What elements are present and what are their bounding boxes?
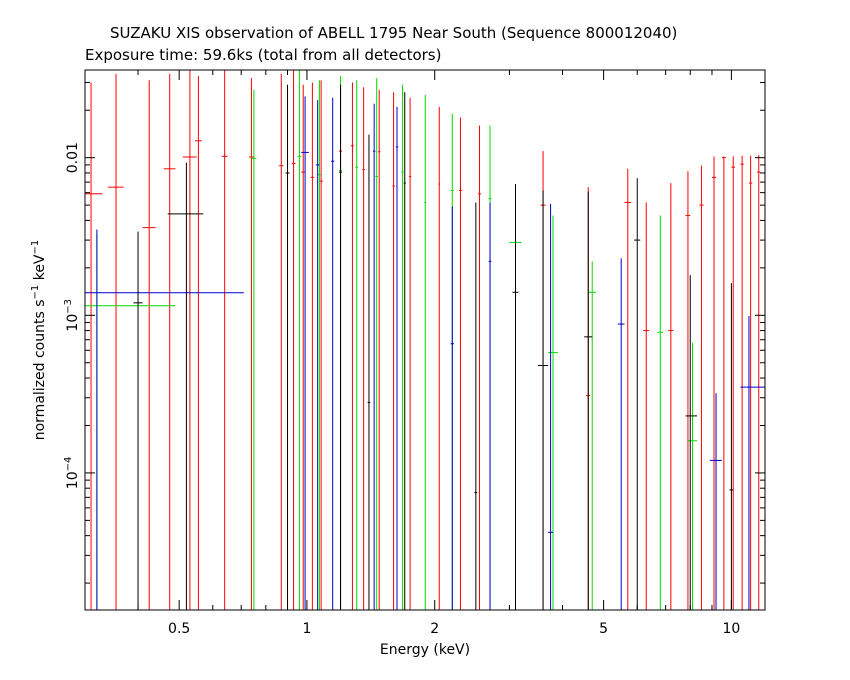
data-point xyxy=(317,80,322,610)
y-tick-label: 0.01 xyxy=(65,142,81,173)
data-point xyxy=(133,231,143,610)
data-point xyxy=(643,202,650,610)
data-point xyxy=(375,78,378,610)
y-axis-label-sup1: −1 xyxy=(30,285,41,300)
chart-title: SUZAKU XIS observation of ABELL 1795 Nea… xyxy=(110,24,677,42)
data-point xyxy=(721,156,726,610)
data-point xyxy=(438,106,441,610)
data-point xyxy=(339,84,343,610)
data-point xyxy=(310,82,315,610)
data-point xyxy=(163,73,176,610)
data-point xyxy=(195,75,202,610)
data-point xyxy=(668,183,674,610)
data-point xyxy=(85,229,244,610)
data-point xyxy=(687,342,698,610)
y-axis-label-sup2: −1 xyxy=(30,240,41,255)
data-point xyxy=(315,100,320,610)
data-point xyxy=(85,233,176,610)
data-point xyxy=(409,97,412,610)
data-layer xyxy=(85,70,765,610)
data-point xyxy=(248,78,254,610)
data-point xyxy=(85,82,103,610)
data-point xyxy=(634,178,641,610)
data-point xyxy=(372,103,376,610)
data-point xyxy=(301,96,309,610)
y-tick-label: 10−3 xyxy=(63,299,81,332)
y-axis-label: normalized counts s−1 keV−1 xyxy=(30,240,48,441)
chart-subtitle: Exposure time: 59.6ks (total from all de… xyxy=(85,46,441,64)
data-point xyxy=(458,117,463,610)
data-point xyxy=(537,190,549,610)
series-0 xyxy=(85,70,761,610)
x-tick-label: 1 xyxy=(302,621,311,637)
data-point xyxy=(401,84,404,610)
data-point xyxy=(355,80,359,610)
data-point xyxy=(478,125,481,610)
x-tick-label: 2 xyxy=(430,621,439,637)
data-point xyxy=(731,156,736,610)
data-point xyxy=(740,155,744,610)
data-point xyxy=(297,70,302,610)
data-point xyxy=(624,168,631,610)
data-point xyxy=(699,165,704,610)
data-point xyxy=(488,202,492,610)
data-point xyxy=(362,87,365,610)
data-point xyxy=(584,191,593,610)
data-point xyxy=(709,393,722,610)
data-point xyxy=(617,258,625,610)
data-point xyxy=(392,92,395,610)
data-point xyxy=(748,155,753,610)
data-point xyxy=(319,80,323,610)
data-point xyxy=(331,97,335,610)
data-point xyxy=(685,171,691,610)
y-axis-label-prefix: normalized counts s xyxy=(32,299,48,440)
data-point xyxy=(424,94,427,610)
data-point xyxy=(350,82,354,610)
data-point xyxy=(285,84,290,610)
x-axis-label: Energy (keV) xyxy=(380,642,470,658)
x-tick-label: 0.5 xyxy=(168,621,190,637)
data-point xyxy=(740,315,765,610)
y-axis-label-mid: keV xyxy=(32,254,48,285)
data-point xyxy=(142,80,156,610)
series-2 xyxy=(85,96,765,610)
data-point xyxy=(729,283,734,610)
data-point xyxy=(685,275,698,610)
y-tick-label-exponent: −3 xyxy=(63,299,74,314)
series-3 xyxy=(133,84,734,610)
data-point xyxy=(711,156,717,610)
data-point xyxy=(367,134,371,610)
series-1 xyxy=(85,70,698,610)
data-point xyxy=(279,73,284,610)
data-point xyxy=(403,92,406,610)
data-point xyxy=(221,70,228,610)
data-point xyxy=(182,70,197,610)
data-point xyxy=(548,215,558,610)
data-point xyxy=(377,89,381,610)
y-tick-label-exponent: −4 xyxy=(63,457,74,472)
data-point xyxy=(512,184,519,610)
data-point xyxy=(167,162,204,610)
data-point xyxy=(108,73,124,610)
x-tick-label: 5 xyxy=(599,621,608,637)
y-tick-label-base: 10 xyxy=(65,471,81,489)
data-point xyxy=(251,89,257,610)
x-tick-label: 10 xyxy=(722,621,740,637)
data-point xyxy=(301,84,306,610)
data-point xyxy=(757,154,761,610)
data-point xyxy=(588,261,597,610)
data-point xyxy=(395,106,399,610)
y-tick-label: 10−4 xyxy=(63,457,81,490)
data-point xyxy=(450,206,454,610)
y-tick-label-base: 10 xyxy=(65,314,81,332)
data-point xyxy=(657,215,663,610)
data-point xyxy=(474,202,478,610)
data-point xyxy=(548,203,554,610)
data-point xyxy=(291,70,296,610)
